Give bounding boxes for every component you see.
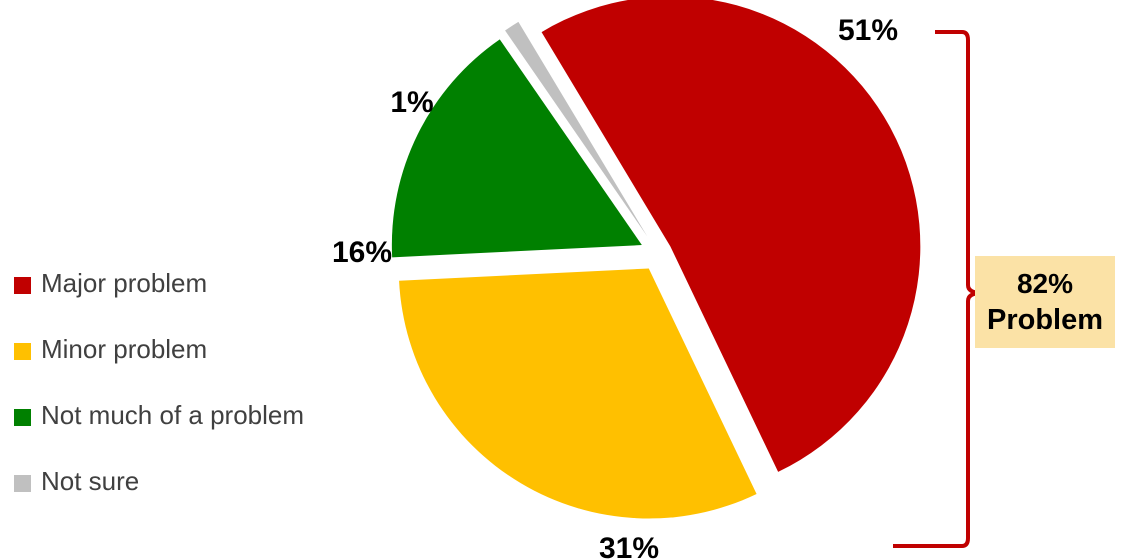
legend-label-major-problem: Major problem — [41, 268, 208, 298]
pie-slice-not-sure — [505, 21, 648, 237]
legend-swatch-major-problem — [14, 277, 31, 294]
summary-percentage: 82% — [1016, 268, 1074, 299]
pie-slice-major-problem — [541, 0, 921, 472]
legend-label-not-sure: Not sure — [41, 466, 140, 496]
legend-item-not-much-of-a-problem: Not much of a problem — [14, 394, 374, 438]
legend-label-minor-problem: Minor problem — [41, 334, 208, 364]
data-label-not-sure: 1% — [390, 86, 433, 119]
slice-labels: 51% 31% 16% 1% — [332, 14, 898, 559]
summary-box: 82% Problem — [975, 256, 1115, 348]
legend-swatch-minor-problem — [14, 343, 31, 360]
legend-label-not-much-of-a-problem: Not much of a problem — [41, 400, 305, 430]
pie-slice-minor-problem — [399, 268, 757, 519]
pie-slices — [391, 0, 921, 519]
pie-slice-not-much-of-a-problem — [391, 39, 642, 258]
data-label-major-problem: 51% — [838, 14, 898, 47]
legend-swatch-not-sure — [14, 475, 31, 492]
legend: Major problem Minor problem Not much of … — [14, 262, 374, 526]
data-label-not-much-of-a-problem: 16% — [332, 236, 392, 269]
data-label-minor-problem: 31% — [599, 532, 659, 559]
summary-label: Problem — [986, 304, 1104, 336]
legend-item-minor-problem: Minor problem — [14, 328, 374, 372]
legend-swatch-not-much-of-a-problem — [14, 409, 31, 426]
legend-item-major-problem: Major problem — [14, 262, 374, 306]
legend-item-not-sure: Not sure — [14, 460, 374, 504]
